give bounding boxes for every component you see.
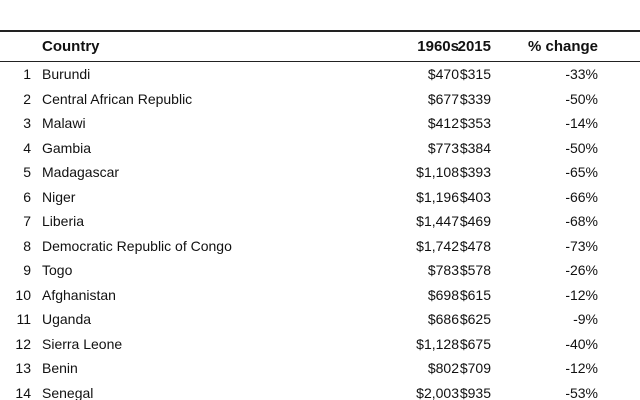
gdp-1960s: $686	[427, 311, 459, 327]
header-rule	[0, 61, 640, 62]
header-2015: 2015	[457, 38, 491, 55]
gdp-1960s: $1,108	[416, 164, 459, 180]
country: Gambia	[42, 139, 92, 156]
rank: 14	[15, 384, 31, 400]
header-country: Country	[42, 38, 100, 55]
percent-change: -50%	[565, 90, 598, 107]
gdp-1960s: $802	[427, 360, 459, 376]
percent-change: -12%	[565, 360, 598, 376]
gdp-2015: $578	[459, 262, 491, 278]
country: Benin	[42, 360, 78, 376]
rank: 5	[23, 164, 31, 180]
gdp-2015: $625	[459, 311, 491, 327]
gdp-1960s: $1,196	[416, 188, 459, 205]
gdp-2015: $675	[459, 335, 491, 352]
header-1960s: 1960s	[417, 38, 459, 55]
percent-change: -14%	[565, 115, 598, 131]
percent-change: -53%	[565, 384, 598, 400]
gdp-2015: $384	[459, 139, 491, 156]
gdp-2015: $615	[459, 286, 491, 303]
percent-change: -73%	[565, 237, 598, 254]
rank: 12	[15, 335, 31, 352]
gdp-1960s: $412	[427, 115, 459, 131]
percent-change: -26%	[565, 262, 598, 278]
top-rule	[0, 30, 640, 32]
gdp-1960s: $698	[427, 286, 459, 303]
gdp-2015: $935	[459, 384, 491, 400]
rank: 1	[23, 66, 31, 82]
country: Niger	[42, 188, 76, 205]
gdp-1960s: $677	[427, 90, 459, 107]
rank: 9	[23, 262, 31, 278]
country: Uganda	[42, 311, 92, 327]
gdp-1960s: $1,742	[416, 237, 459, 254]
rank: 3	[23, 115, 31, 131]
rank: 13	[15, 360, 31, 376]
country: Sierra Leone	[42, 335, 123, 352]
percent-change: -9%	[573, 311, 598, 327]
gdp-2015: $469	[459, 213, 491, 229]
percent-change: -50%	[565, 139, 598, 156]
country: Liberia	[42, 213, 85, 229]
country: Central African Republic	[42, 90, 193, 107]
gdp-2015: $315	[459, 66, 491, 82]
country: Malawi	[42, 115, 86, 131]
percent-change: -12%	[565, 286, 598, 303]
country: Democratic Republic of Congo	[42, 237, 232, 254]
gdp-2015: $339	[459, 90, 491, 107]
country: Madagascar	[42, 164, 120, 180]
rank: 8	[23, 237, 31, 254]
country: Togo	[42, 262, 73, 278]
percent-change: -68%	[565, 213, 598, 229]
gdp-1960s: $1,447	[416, 213, 459, 229]
percent-change: -33%	[565, 66, 598, 82]
gdp-2015: $393	[459, 164, 491, 180]
gdp-2015: $353	[459, 115, 491, 131]
country: Senegal	[42, 384, 94, 400]
header-change: % change	[527, 38, 598, 55]
percent-change: -65%	[565, 164, 598, 180]
gdp-1960s: $783	[427, 262, 459, 278]
gdp-1960s: $773	[427, 139, 459, 156]
gdp-2015: $403	[459, 188, 491, 205]
gdp-1960s: $470	[427, 66, 459, 82]
country: Afghanistan	[42, 286, 116, 303]
rank: 11	[16, 311, 31, 327]
rank: 4	[23, 139, 31, 156]
rank: 2	[23, 90, 31, 107]
gdp-2015: $709	[459, 360, 491, 376]
percent-change: -66%	[565, 188, 598, 205]
gdp-1960s: $1,128	[416, 335, 459, 352]
rank: 6	[23, 188, 31, 205]
country: Burundi	[42, 66, 91, 82]
rank: 7	[23, 213, 31, 229]
gdp-2015: $478	[459, 237, 491, 254]
rank: 10	[15, 286, 31, 303]
percent-change: -40%	[565, 335, 598, 352]
gdp-1960s: $2,003	[416, 384, 459, 400]
